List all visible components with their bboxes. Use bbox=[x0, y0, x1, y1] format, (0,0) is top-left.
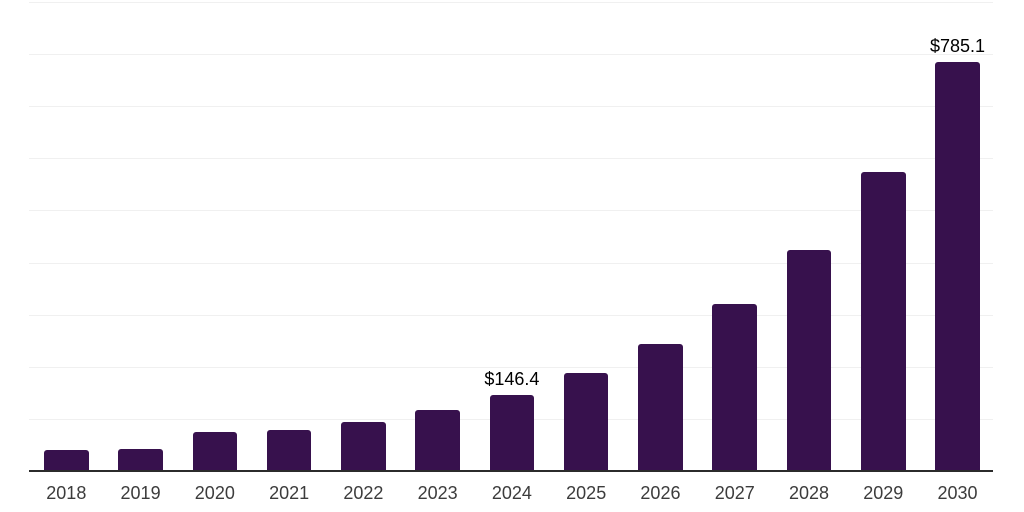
x-tick-2019: 2019 bbox=[120, 483, 161, 503]
value-label-2030: $785.1 bbox=[930, 35, 986, 56]
value-label-2024: $146.4 bbox=[484, 368, 540, 389]
bar-2029 bbox=[860, 172, 906, 471]
x-tick-2026: 2026 bbox=[640, 483, 681, 503]
gridline bbox=[29, 158, 993, 160]
x-tick-2021: 2021 bbox=[269, 483, 310, 503]
gridline bbox=[29, 106, 993, 108]
x-tick-2020: 2020 bbox=[194, 483, 235, 503]
bar-2028 bbox=[786, 249, 832, 471]
plot-area: $146.4 $785.1 bbox=[29, 2, 993, 471]
gridline bbox=[29, 210, 993, 212]
x-tick-2022: 2022 bbox=[343, 483, 384, 503]
bar-2019 bbox=[118, 449, 163, 471]
bar-2024 bbox=[489, 394, 535, 471]
gridline bbox=[29, 262, 993, 264]
x-tick-2024: 2024 bbox=[491, 483, 532, 503]
x-axis-line bbox=[29, 470, 993, 472]
x-tick-2025: 2025 bbox=[566, 483, 607, 503]
gridline bbox=[29, 2, 993, 3]
bar-2027 bbox=[712, 304, 758, 471]
bar-2026 bbox=[638, 344, 683, 471]
x-tick-2030: 2030 bbox=[937, 483, 978, 503]
x-tick-2028: 2028 bbox=[788, 483, 830, 503]
bar-2023 bbox=[415, 409, 460, 471]
bar-2030 bbox=[935, 61, 980, 471]
x-tick-2018: 2018 bbox=[46, 483, 87, 503]
gridline bbox=[29, 54, 993, 56]
x-tick-2023: 2023 bbox=[417, 483, 458, 503]
bar-2025 bbox=[563, 373, 609, 471]
bar-2020 bbox=[192, 431, 238, 471]
gridline bbox=[29, 314, 993, 316]
x-tick-2027: 2027 bbox=[714, 483, 755, 503]
bar-2022 bbox=[341, 422, 386, 471]
x-tick-2029: 2029 bbox=[863, 483, 904, 503]
bar-2021 bbox=[266, 430, 312, 471]
x-axis-labels: 2018 2019 2020 2021 2022 2023 2024 2025 2026 2027… bbox=[29, 484, 993, 506]
gridline bbox=[29, 366, 993, 368]
bar-2018 bbox=[44, 450, 89, 471]
